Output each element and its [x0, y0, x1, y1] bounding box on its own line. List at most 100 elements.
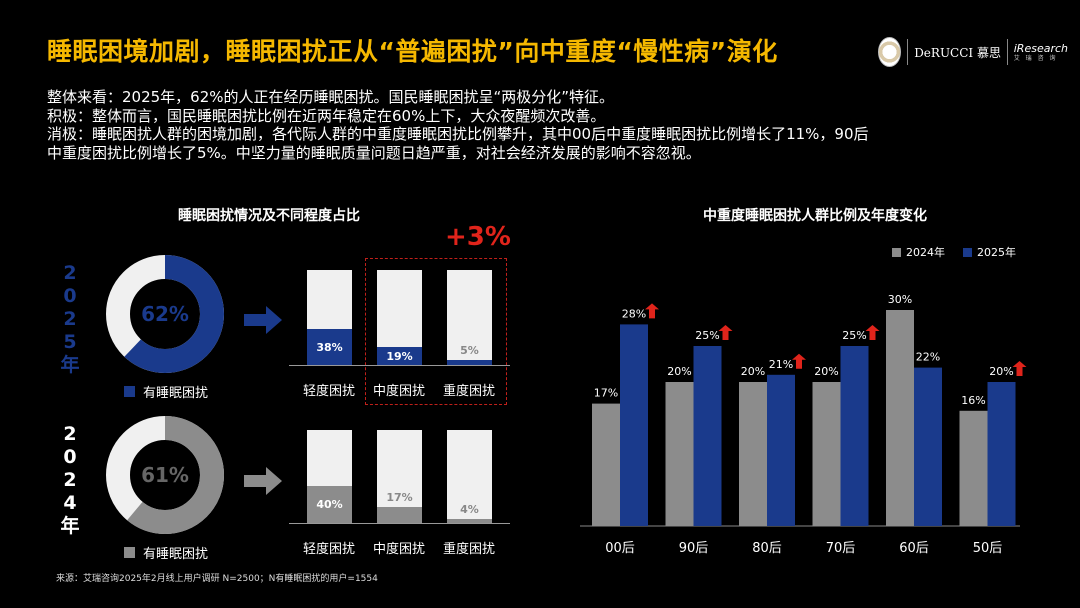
gen-category-label: 60后 [899, 541, 929, 556]
iresearch-logo-cn: 艾 瑞 咨 询 [1013, 54, 1058, 62]
donut-value: 62% [141, 302, 189, 326]
severity-value-label: 40% [316, 498, 343, 512]
year-char: 2 [63, 469, 77, 491]
year-char: 4 [63, 492, 77, 514]
derucci-logo: DeRUCCI 慕思 [914, 45, 1001, 60]
legend-swatch [124, 386, 135, 397]
year-char: 0 [63, 446, 77, 468]
gen-bar-2025 [767, 374, 795, 526]
donut-2024: 61% [106, 416, 224, 534]
donut-arc [106, 416, 224, 534]
severity-value-label: 38% [316, 340, 343, 354]
arrow-right-icon [244, 467, 282, 495]
year-label-2025: 2 0 2 5 年 [59, 262, 81, 377]
severity-category-label: 轻度困扰 [302, 384, 355, 399]
gen-value-label: 20% [667, 365, 691, 378]
up-arrow-icon [865, 325, 880, 340]
severity-bar: 17% [377, 430, 422, 523]
year-char: 年 [60, 515, 80, 537]
legend-label: 有睡眠困扰 [143, 547, 209, 562]
gen-bar-2025 [914, 367, 942, 526]
severity-bar-fill [307, 328, 352, 365]
legend-label-2025: 2025年 [977, 246, 1016, 259]
gen-bar-2024 [592, 403, 620, 526]
severity-bar-fill [377, 507, 422, 523]
up-arrow-icon [792, 353, 806, 369]
year-char: 0 [63, 285, 77, 307]
donut-legend-2025: 有睡眠困扰 [124, 382, 208, 401]
gen-bar-2024 [739, 382, 767, 526]
gen-category-label: 80后 [752, 541, 782, 556]
up-arrow-icon [718, 325, 733, 340]
severity-bar-fill [307, 485, 352, 523]
legend-swatch-2025 [963, 247, 972, 257]
severity-category-label: 轻度困扰 [302, 542, 355, 557]
gen-value-label: 21% [769, 358, 793, 371]
logo-divider [907, 39, 909, 65]
summary-line: 整体来看：2025年，62%的人正在经历睡眠困扰。国民睡眠困扰呈“两极分化”特征… [47, 88, 615, 106]
gen-bar-2025 [693, 346, 722, 526]
severity-bar: 38% [307, 270, 352, 365]
year-char: 2 [63, 308, 77, 330]
legend-label-2024: 2024年 [906, 246, 945, 259]
severity-value-label: 17% [386, 491, 413, 505]
donut-2025: 62% [106, 255, 224, 373]
legend-label: 有睡眠困扰 [143, 386, 209, 401]
arrow-right-icon [244, 306, 282, 334]
gen-value-label: 22% [916, 351, 940, 364]
gen-bar-2025 [987, 382, 1016, 526]
gen-value-label: 16% [961, 394, 985, 407]
gen-bar-2024 [812, 382, 841, 526]
severity-category-label: 重度困扰 [442, 542, 495, 557]
gen-value-label: 17% [594, 387, 618, 400]
year-char: 年 [60, 354, 80, 376]
gen-bar-2025 [620, 324, 648, 526]
right-chart-title: 中重度睡眠困扰人群比例及年度变化 [703, 208, 927, 224]
source-footnote: 来源：艾瑞咨询2025年2月线上用户调研 N=2500；N有睡眠困扰的用户=15… [56, 574, 378, 584]
gen-category-label: 70后 [826, 541, 856, 556]
gen-bar-2024 [665, 382, 694, 526]
year-char: 5 [63, 331, 77, 353]
iresearch-logo-en: iResearch [1013, 41, 1068, 55]
brand-logos: DeRUCCI 慕思 iResearch 艾 瑞 咨 询 [878, 37, 1068, 67]
donut-legend-2024: 有睡眠困扰 [124, 543, 208, 562]
donut-value: 61% [141, 463, 189, 487]
summary-text: 整体来看：2025年，62%的人正在经历睡眠困扰。国民睡眠困扰呈“两极分化”特征… [47, 88, 1057, 162]
gen-value-label: 30% [888, 293, 912, 306]
severity-bar: 40% [307, 430, 352, 523]
summary-line: 中重度困扰比例增长了5%。中坚力量的睡眠质量问题日趋严重，对社会经济发展的影响不… [47, 143, 701, 162]
gen-value-label: 20% [989, 365, 1013, 378]
up-arrow-icon [645, 303, 659, 319]
gen-value-label: 28% [622, 307, 646, 320]
logo-divider [1006, 39, 1008, 65]
year-char: 2 [63, 262, 77, 284]
legend-swatch [124, 547, 135, 558]
gen-bar-2024 [886, 310, 914, 526]
severity-value-label: 4% [460, 503, 479, 517]
iresearch-logo: iResearch 艾 瑞 咨 询 [1014, 43, 1068, 62]
gen-value-label: 20% [741, 365, 765, 378]
gen-category-label: 00后 [605, 541, 635, 556]
year-char: 2 [63, 423, 77, 445]
derucci-seal-icon [878, 37, 902, 67]
generation-bar-chart: 17% 28% 00后 20% 25% 90后 20% 21% 80后 20% 25% 70后 30% 2… [580, 293, 1027, 556]
gen-value-label: 25% [695, 329, 719, 342]
summary-line: 积极：整体而言，国民睡眠困扰比例在近两年稳定在60%上下，大众夜醒频次改善。 [47, 106, 606, 125]
year-label-2024: 2 0 2 4 年 [59, 423, 81, 538]
summary-line: 消极：睡眠困扰人群的困境加剧，各代际人群的中重度睡眠困扰比例攀升，其中00后中重… [47, 125, 869, 143]
severity-bar-fill [447, 519, 492, 523]
donut-arc [106, 255, 224, 373]
increase-annotation: +3% [445, 222, 511, 252]
right-chart-legend: 2024年 2025年 [892, 244, 1016, 260]
legend-swatch-2024 [892, 247, 901, 257]
severity-bar: 4% [447, 430, 492, 523]
mid-severe-highlight-box [365, 258, 507, 405]
page-title: 睡眠困境加剧，睡眠困扰正从“普遍困扰”向中重度“慢性病”演化 [47, 37, 778, 66]
gen-bar-2025 [840, 346, 869, 526]
gen-category-label: 50后 [973, 541, 1003, 556]
left-chart-title: 睡眠困扰情况及不同程度占比 [178, 208, 360, 224]
severity-baseline [289, 523, 510, 524]
severity-category-label: 中度困扰 [372, 542, 425, 557]
gen-bar-2024 [959, 410, 988, 526]
up-arrow-icon [1012, 361, 1027, 376]
